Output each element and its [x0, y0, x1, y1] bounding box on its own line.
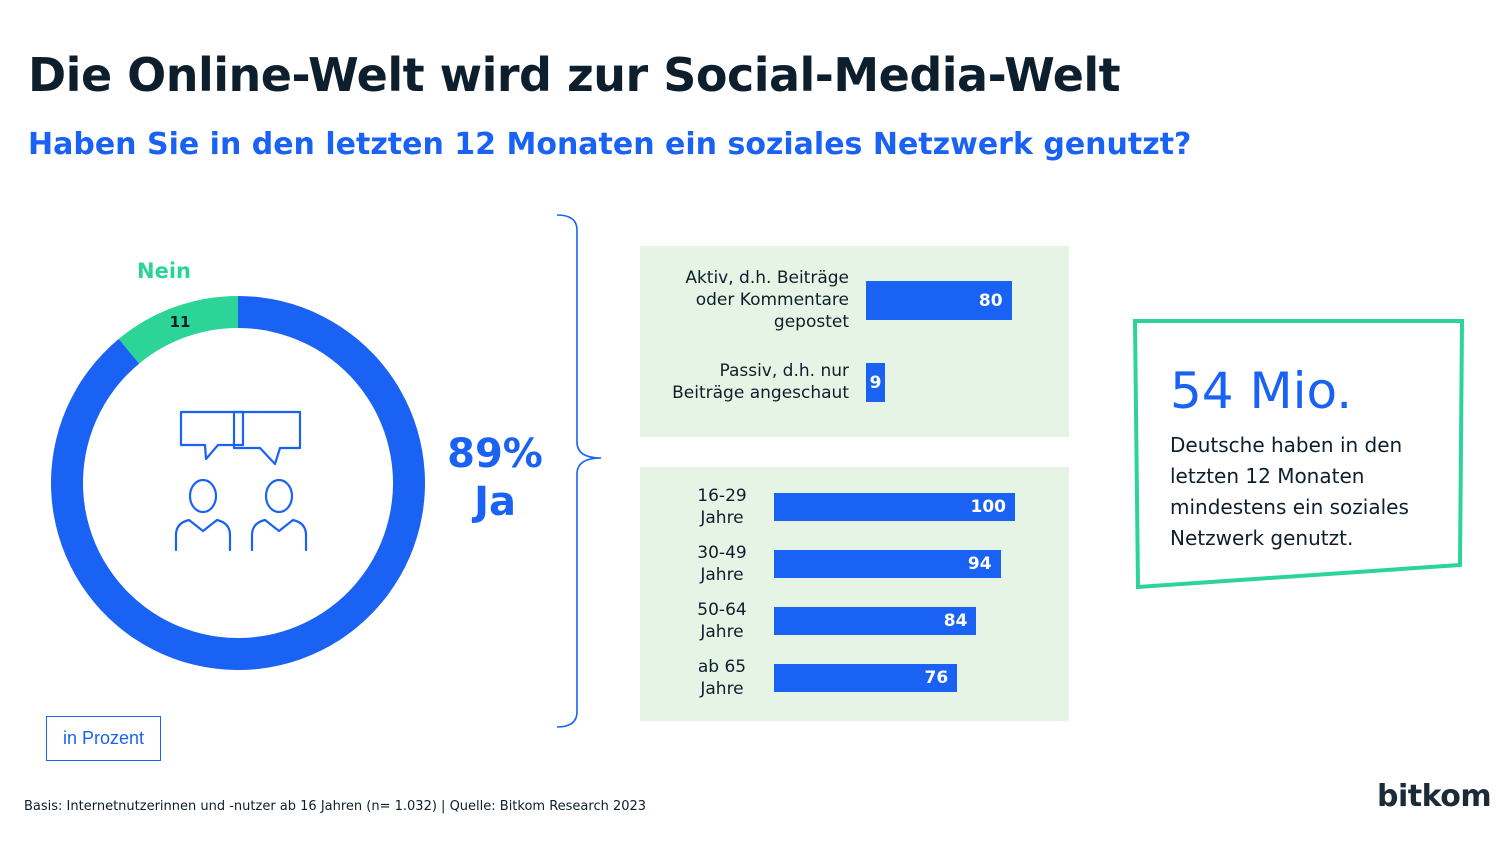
callout-number: 54 Mio. — [1170, 362, 1353, 420]
usage-type-panel — [640, 246, 1069, 437]
age-label: 30-49 Jahre — [687, 542, 757, 586]
category-label-line: Jahre — [700, 622, 744, 642]
person-icon — [250, 518, 308, 552]
ja-percentage: 89% Ja — [440, 430, 550, 526]
category-label-line: Passiv, d.h. nur — [719, 361, 849, 381]
ja-label: Ja — [474, 479, 516, 525]
category-label-line: 30-49 — [697, 543, 747, 563]
bar-value-label: 94 — [967, 554, 992, 574]
category-label-line: Jahre — [700, 508, 744, 528]
usage-label: Passiv, d.h. nur Beiträge angeschaut — [609, 360, 849, 404]
source-footnote: Basis: Internetnutzerinnen und -nutzer a… — [24, 799, 647, 814]
category-label-line: gepostet — [773, 312, 849, 332]
category-label-line: 50-64 — [697, 600, 747, 620]
unit-label-box: in Prozent — [46, 716, 161, 761]
person-icon — [174, 518, 232, 552]
chat-people-icon — [174, 410, 308, 552]
bitkom-logo: bitkom — [1377, 779, 1492, 814]
donut-chart: 11 — [51, 296, 426, 670]
callout-text: Deutsche haben in den letzten 12 Monaten… — [1170, 433, 1409, 550]
age-bar: 94 — [774, 550, 1001, 578]
category-label-line: ab 65 — [697, 657, 747, 677]
bar-value-label: 9 — [869, 372, 882, 393]
donut-slice-ja — [51, 296, 426, 670]
age-label: 16-29 Jahre — [687, 485, 757, 529]
speech-bubble-icon — [179, 410, 245, 461]
page-subtitle: Haben Sie in den letzten 12 Monaten ein … — [28, 127, 1192, 162]
age-label: ab 65 Jahre — [687, 656, 757, 700]
usage-bar: 80 — [866, 281, 1012, 320]
age-bar: 76 — [774, 664, 958, 692]
speech-bubble-icon — [232, 410, 302, 466]
category-label-line: 16-29 — [697, 486, 747, 506]
bar-value-label: 80 — [978, 290, 1003, 311]
category-label-line: oder Kommentare — [695, 290, 849, 310]
bar-value-label: 100 — [970, 497, 1007, 517]
bar-value-label: 84 — [943, 611, 968, 631]
nein-label: Nein — [137, 259, 191, 283]
bar-value-label: 76 — [924, 668, 949, 688]
age-bar: 84 — [774, 607, 977, 635]
ja-value: 89% — [447, 431, 543, 477]
age-label: 50-64 Jahre — [687, 599, 757, 643]
age-bar: 100 — [774, 493, 1015, 521]
usage-bar: 9 — [866, 363, 885, 402]
category-label-line: Jahre — [700, 565, 744, 585]
usage-label: Aktiv, d.h. Beiträge oder Kommentare gepos… — [609, 267, 849, 333]
person-icon — [188, 478, 218, 514]
page-title: Die Online-Welt wird zur Social-Media-We… — [28, 48, 1121, 102]
category-label-line: Aktiv, d.h. Beiträge — [685, 268, 849, 288]
donut-slice-nein — [118, 296, 238, 364]
unit-label: in Prozent — [62, 728, 145, 748]
curly-brace — [556, 214, 602, 728]
callout-frame — [1132, 319, 1465, 590]
donut-label-nein-value: 11 — [170, 313, 191, 331]
category-label-line: Beiträge angeschaut — [672, 383, 849, 403]
person-icon — [264, 478, 294, 514]
category-label-line: Jahre — [700, 679, 744, 699]
